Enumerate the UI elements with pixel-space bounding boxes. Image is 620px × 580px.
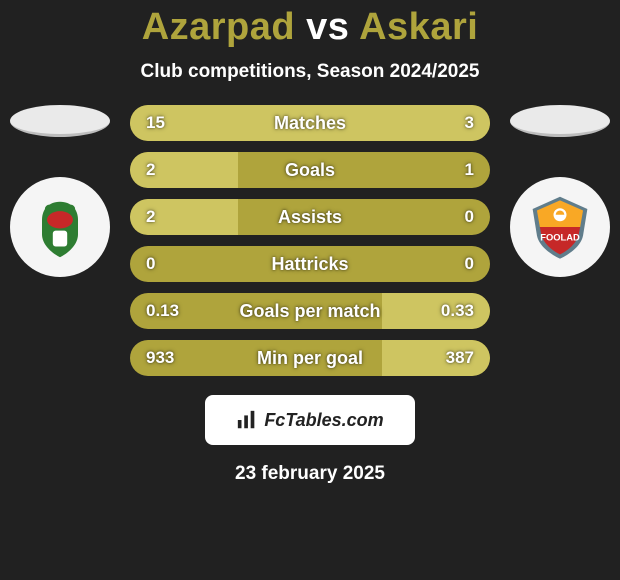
crest-left-icon	[24, 191, 96, 263]
stat-value-right: 0	[465, 207, 474, 227]
stat-value-right: 0	[465, 254, 474, 274]
player2-plaque	[510, 105, 610, 137]
stat-value-left: 0.13	[146, 301, 179, 321]
player2-name: Askari	[359, 6, 478, 48]
player1-crest	[10, 177, 110, 277]
stat-bar-right	[310, 105, 490, 141]
date-label: 23 february 2025	[0, 463, 620, 485]
stat-value-left: 2	[146, 160, 155, 180]
vs-label: vs	[306, 6, 349, 48]
player1-name: Azarpad	[142, 6, 295, 48]
stat-row: 15Matches3	[130, 105, 490, 141]
player2-crest: FOOLAD	[510, 177, 610, 277]
stat-value-left: 933	[146, 348, 174, 368]
stats-container: 15Matches32Goals12Assists00Hattricks00.1…	[120, 105, 500, 387]
left-column	[0, 105, 120, 277]
stat-value-left: 0	[146, 254, 155, 274]
stat-value-right: 1	[465, 160, 474, 180]
stat-row: 0Hattricks0	[130, 246, 490, 282]
stat-value-right: 3	[465, 113, 474, 133]
comparison-card: Azarpad vs Askari Club competitions, Sea…	[0, 0, 620, 580]
stat-value-right: 387	[446, 348, 474, 368]
brand-text: FcTables.com	[264, 410, 383, 431]
body-row: 15Matches32Goals12Assists00Hattricks00.1…	[0, 105, 620, 387]
player1-plaque	[10, 105, 110, 137]
right-column: FOOLAD	[500, 105, 620, 277]
chart-icon	[236, 409, 258, 431]
stat-value-left: 2	[146, 207, 155, 227]
crest-right-icon: FOOLAD	[524, 191, 596, 263]
stat-row: 2Assists0	[130, 199, 490, 235]
stat-value-left: 15	[146, 113, 165, 133]
subtitle: Club competitions, Season 2024/2025	[0, 61, 620, 83]
stat-row: 0.13Goals per match0.33	[130, 293, 490, 329]
stat-row: 2Goals1	[130, 152, 490, 188]
brand-badge: FcTables.com	[205, 395, 415, 445]
stat-value-right: 0.33	[441, 301, 474, 321]
svg-text:FOOLAD: FOOLAD	[540, 233, 580, 243]
page-title: Azarpad vs Askari	[0, 6, 620, 49]
stat-label: Hattricks	[130, 254, 490, 275]
stat-row: 933Min per goal387	[130, 340, 490, 376]
